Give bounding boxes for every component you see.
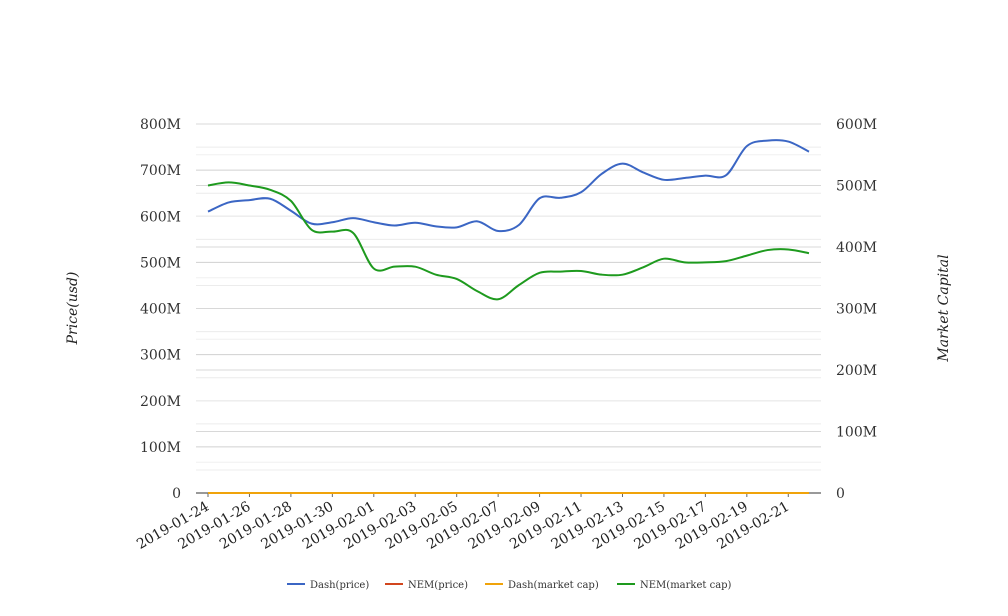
y2-tick-label: 300M <box>836 302 877 318</box>
y2-tick-label: 500M <box>836 179 877 195</box>
y2-tick-label: 600M <box>836 117 877 133</box>
series-line-dash-price <box>207 139 810 233</box>
y-axis-title: Price(usd) <box>65 272 81 346</box>
legend-label-dash-market-cap: Dash(market cap) <box>508 580 599 591</box>
series-line-nem-market-cap <box>207 181 810 301</box>
y2-axis-title: Market Capital <box>936 254 952 362</box>
y-tick-label: 700M <box>140 163 181 179</box>
y-tick-label: 300M <box>140 348 181 364</box>
y-tick-label: 0 <box>172 486 181 502</box>
y2-tick-label: 100M <box>836 425 877 441</box>
grid-lines <box>196 123 821 471</box>
y2-tick-label: 200M <box>836 363 877 379</box>
x-axis-ticks: 2019-01-242019-01-262019-01-282019-01-30… <box>134 493 792 553</box>
legend-label-dash-price: Dash(price) <box>310 580 369 591</box>
legend-label-nem-price: NEM(price) <box>408 580 468 591</box>
y-tick-label: 400M <box>140 302 181 318</box>
legend-label-nem-market-cap: NEM(market cap) <box>640 580 732 591</box>
y-tick-label: 800M <box>140 117 181 133</box>
left-y-axis-ticks: 0 100M 200M 300M 400M 500M 600M 700M 800M <box>140 117 181 502</box>
series-lines <box>207 139 810 495</box>
legend: Dash(price) NEM(price) Dash(market cap) NEM… <box>287 580 732 591</box>
y-tick-label: 200M <box>140 394 181 410</box>
y-tick-label: 500M <box>140 255 181 271</box>
y2-tick-label: 400M <box>836 240 877 256</box>
y2-tick-label: 0 <box>836 486 845 502</box>
right-y-axis-ticks: 0 100M 200M 300M 400M 500M 600M <box>836 117 877 502</box>
y-tick-label: 100M <box>140 440 181 456</box>
y-tick-label: 600M <box>140 209 181 225</box>
